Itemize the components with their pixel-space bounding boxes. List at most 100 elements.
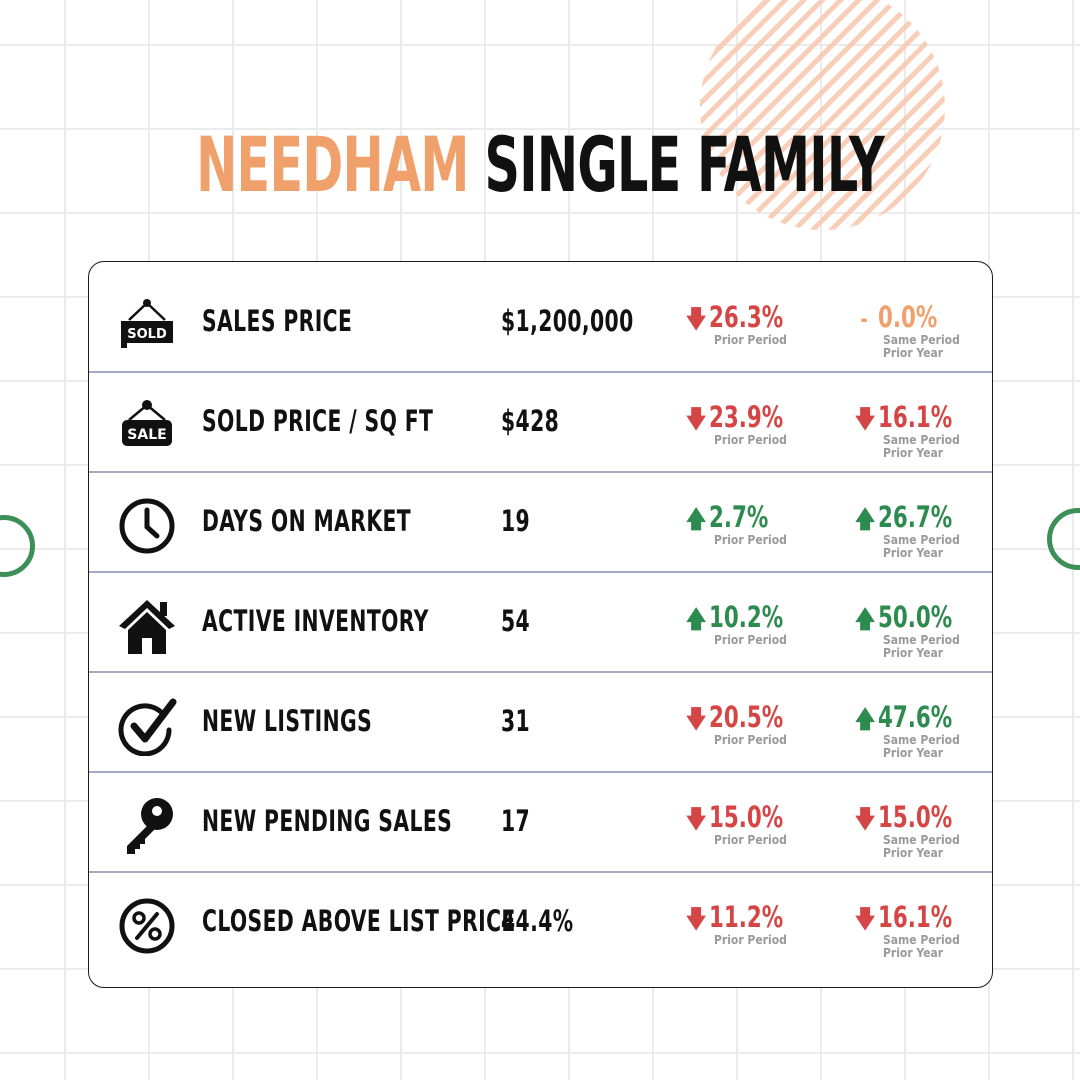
change-prior-period: 🡅10.2% Prior Period — [686, 600, 805, 647]
stat-label: SALES PRICE — [202, 304, 353, 338]
change-prior-year-value: 🡅26.7% — [855, 500, 952, 534]
change-caption: Same Period — [883, 833, 960, 847]
change-percent: 47.6% — [877, 700, 953, 734]
down-arrow-icon: 🡇 — [686, 805, 707, 833]
change-prior-period: 🡇11.2% Prior Period — [686, 900, 805, 947]
stat-row: NEW PENDING SALES 17 🡇15.0% Prior Period… — [89, 772, 992, 872]
change-caption: Prior Year — [883, 646, 944, 660]
change-prior-period: 🡇20.5% Prior Period — [686, 700, 805, 747]
change-caption: Prior Year — [883, 846, 944, 860]
stat-row: DAYS ON MARKET 19 🡅2.7% Prior Period 🡅26… — [89, 472, 992, 572]
change-caption: Prior Period — [714, 833, 787, 847]
stat-row: ACTIVE INVENTORY 54 🡅10.2% Prior Period … — [89, 572, 992, 672]
svg-text:SOLD: SOLD — [127, 327, 167, 342]
change-same-period-prior-year: 🡅50.0% Same Period Prior Year — [855, 600, 974, 660]
change-percent: 26.7% — [877, 500, 953, 534]
change-prior-period-value: 🡅10.2% — [686, 600, 783, 634]
down-arrow-icon: 🡇 — [686, 905, 707, 933]
decorative-striped-circle — [700, 0, 945, 230]
change-prior-period: 🡇23.9% Prior Period — [686, 400, 805, 447]
change-caption: Prior Period — [714, 633, 787, 647]
change-percent: 50.0% — [877, 600, 953, 634]
change-percent: 15.0% — [877, 800, 953, 834]
stat-row: SOLD SALES PRICE $1,200,000 🡇26.3% Prior… — [89, 272, 992, 372]
stat-value: $1,200,000 — [501, 304, 634, 338]
up-arrow-icon: 🡅 — [686, 605, 707, 633]
change-caption: Prior Year — [883, 346, 944, 360]
change-prior-year-value: 🡅50.0% — [855, 600, 952, 634]
svg-text:SALE: SALE — [127, 427, 166, 443]
stat-value: 54 — [501, 604, 531, 638]
change-caption: Prior Period — [714, 933, 787, 947]
change-prior-year-value: 🡅47.6% — [855, 700, 952, 734]
sold-sign-icon: SOLD — [117, 296, 177, 356]
stat-row: CLOSED ABOVE LIST PRICE 44.4% 🡇11.2% Pri… — [89, 872, 992, 972]
stat-value: 31 — [501, 704, 531, 738]
down-arrow-icon: 🡇 — [855, 805, 876, 833]
change-prior-period-value: 🡇20.5% — [686, 700, 783, 734]
page-title: NEEDHAM SINGLE FAMILY — [151, 120, 929, 210]
change-percent: 0.0% — [877, 300, 938, 334]
row-divider — [89, 371, 992, 373]
checkmark-circle-icon — [117, 696, 177, 756]
change-caption: Prior Period — [714, 433, 787, 447]
stat-value: 44.4% — [501, 904, 574, 938]
stats-card: SOLD SALES PRICE $1,200,000 🡇26.3% Prior… — [88, 261, 993, 988]
change-same-period-prior-year: 🡇16.1% Same Period Prior Year — [855, 900, 974, 960]
up-arrow-icon: 🡅 — [686, 505, 707, 533]
change-prior-year-value: 🡇16.1% — [855, 900, 952, 934]
down-arrow-icon: 🡇 — [855, 905, 876, 933]
stat-value: 19 — [501, 504, 531, 538]
change-prior-period-value: 🡇26.3% — [686, 300, 783, 334]
up-arrow-icon: 🡅 — [855, 605, 876, 633]
clock-icon — [117, 496, 177, 556]
change-prior-period: 🡇15.0% Prior Period — [686, 800, 805, 847]
change-prior-period-value: 🡇23.9% — [686, 400, 783, 434]
decorative-ring-left — [0, 515, 35, 577]
stat-label: ACTIVE INVENTORY — [202, 604, 429, 638]
down-arrow-icon: 🡇 — [686, 705, 707, 733]
flat-arrow-icon: - — [860, 305, 868, 333]
change-percent: 26.3% — [708, 300, 784, 334]
row-divider — [89, 571, 992, 573]
row-divider — [89, 871, 992, 873]
change-caption: Prior Year — [883, 746, 944, 760]
change-percent: 11.2% — [708, 900, 784, 934]
change-percent: 15.0% — [708, 800, 784, 834]
change-caption: Prior Year — [883, 946, 944, 960]
change-prior-period-value: 🡇15.0% — [686, 800, 783, 834]
up-arrow-icon: 🡅 — [855, 705, 876, 733]
change-prior-year-value: -0.0% — [855, 300, 941, 334]
change-caption: Same Period — [883, 433, 960, 447]
change-same-period-prior-year: -0.0% Same Period Prior Year — [855, 300, 959, 360]
change-percent: 2.7% — [708, 500, 769, 534]
change-caption: Prior Period — [714, 333, 787, 347]
change-prior-period: 🡇26.3% Prior Period — [686, 300, 805, 347]
stat-label: NEW LISTINGS — [202, 704, 373, 738]
change-prior-period-value: 🡇11.2% — [686, 900, 783, 934]
down-arrow-icon: 🡇 — [686, 405, 707, 433]
change-caption: Same Period — [883, 633, 960, 647]
stat-row: NEW LISTINGS 31 🡇20.5% Prior Period 🡅47.… — [89, 672, 992, 772]
stat-row: SALE SOLD PRICE / SQ FT $428 🡇23.9% Prio… — [89, 372, 992, 472]
row-divider — [89, 671, 992, 673]
down-arrow-icon: 🡇 — [855, 405, 876, 433]
change-percent: 10.2% — [708, 600, 784, 634]
change-percent: 23.9% — [708, 400, 784, 434]
change-same-period-prior-year: 🡇16.1% Same Period Prior Year — [855, 400, 974, 460]
change-prior-period-value: 🡅2.7% — [686, 500, 769, 534]
change-caption: Prior Year — [883, 546, 944, 560]
change-percent: 20.5% — [708, 700, 784, 734]
row-divider — [89, 771, 992, 773]
stat-label: SOLD PRICE / SQ FT — [202, 404, 434, 438]
key-icon — [117, 796, 177, 856]
stat-value: $428 — [501, 404, 560, 438]
change-caption: Same Period — [883, 533, 960, 547]
change-prior-year-value: 🡇15.0% — [855, 800, 952, 834]
up-arrow-icon: 🡅 — [855, 505, 876, 533]
title-city: NEEDHAM — [196, 120, 469, 209]
stat-label: NEW PENDING SALES — [202, 804, 453, 838]
title-property-type: SINGLE FAMILY — [484, 120, 885, 209]
stat-value: 17 — [501, 804, 531, 838]
change-percent: 16.1% — [877, 400, 953, 434]
